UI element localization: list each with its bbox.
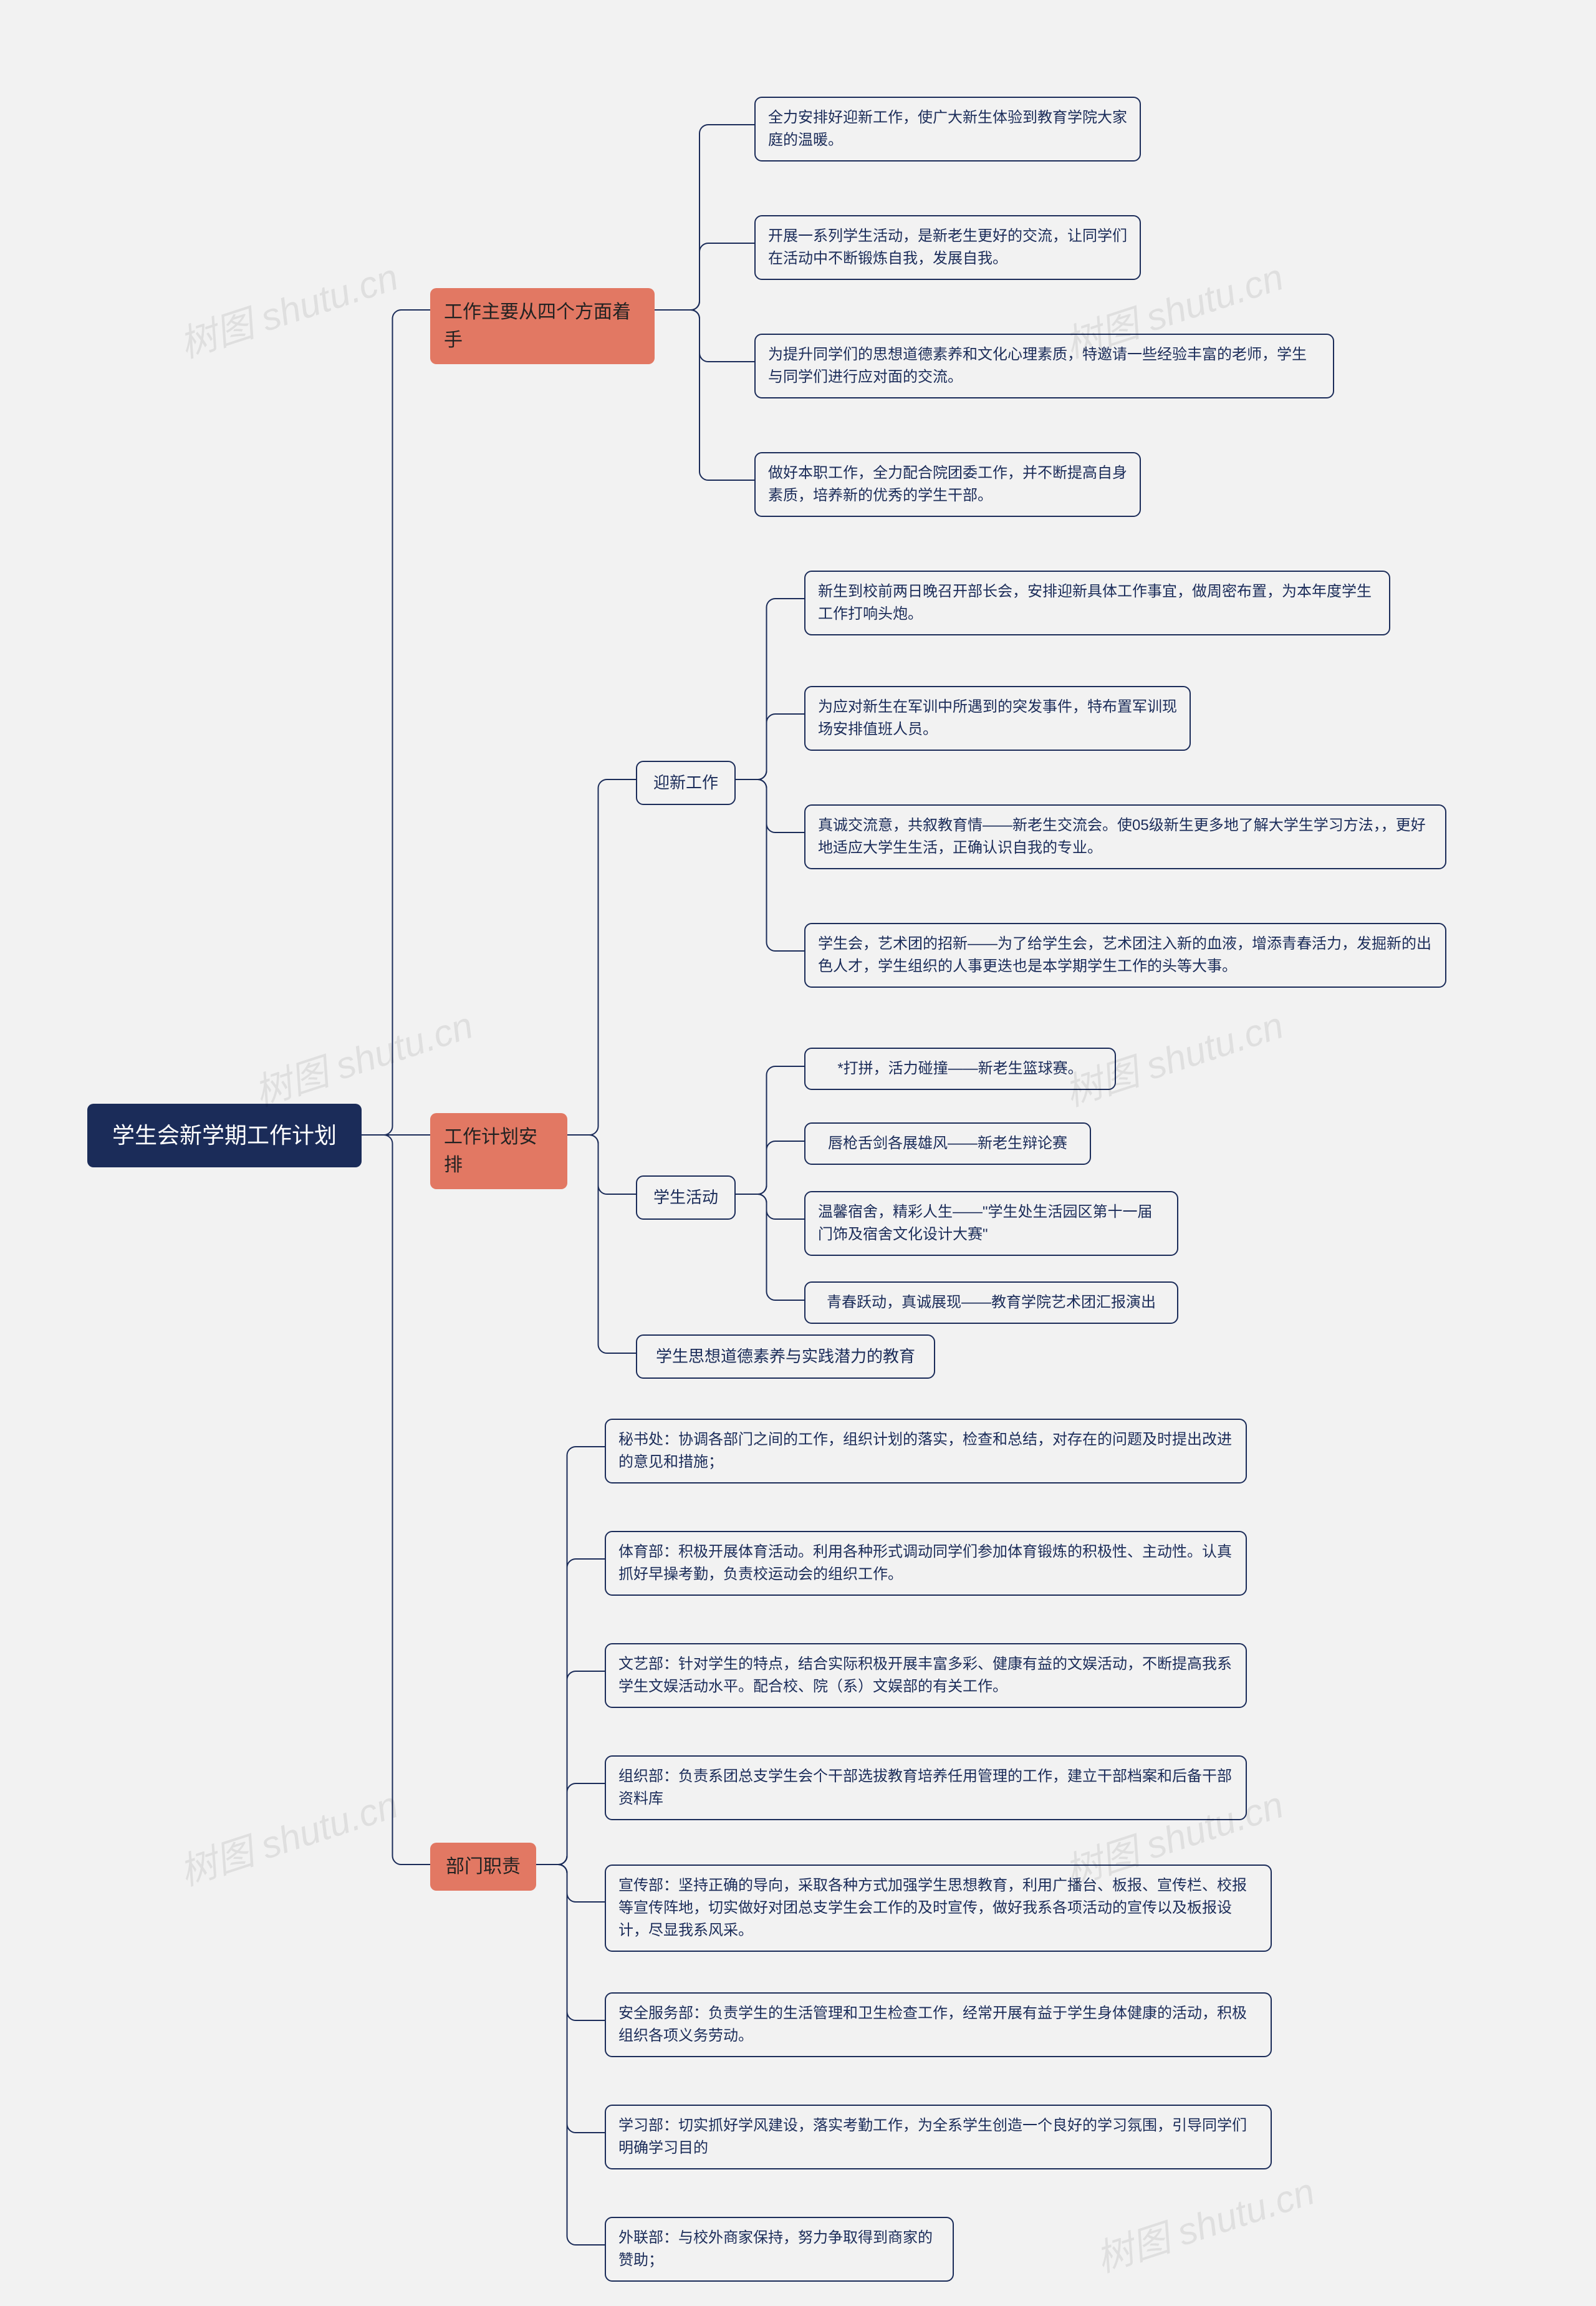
- node-label: 部门职责: [446, 1853, 521, 1881]
- node-b2s2l3: 温馨宿舍，精彩人生——"学生处生活园区第十一届门饰及宿舍文化设计大赛": [804, 1191, 1178, 1256]
- node-b3l4: 组织部：负责系团总支学生会个干部选拔教育培养任用管理的工作，建立干部档案和后备干…: [605, 1755, 1247, 1820]
- connector: [655, 125, 754, 310]
- connector: [736, 714, 804, 779]
- node-label: 工作主要从四个方面着手: [444, 298, 641, 354]
- node-b3l2: 体育部：积极开展体育活动。利用各种形式调动同学们参加体育锻炼的积极性、主动性。认…: [605, 1531, 1247, 1596]
- connector: [567, 1135, 636, 1194]
- node-b3: 部门职责: [430, 1843, 536, 1891]
- node-label: 秘书处：协调各部门之间的工作，组织计划的落实，检查和总结，对存在的问题及时提出改…: [618, 1429, 1233, 1474]
- node-label: 全力安排好迎新工作，使广大新生体验到教育学院大家庭的温暖。: [768, 107, 1127, 152]
- node-label: 青春跃动，真诚展现——教育学院艺术团汇报演出: [827, 1291, 1156, 1314]
- node-label: 学生会，艺术团的招新——为了给学生会，艺术团注入新的血液，增添青春活力，发掘新的…: [818, 933, 1433, 978]
- connector: [736, 779, 804, 832]
- node-label: 为提升同学们的思想道德素养和文化心理素质，特邀请一些经验丰富的老师，学生与同学们…: [768, 344, 1320, 388]
- connector: [736, 779, 804, 951]
- node-b1l4: 做好本职工作，全力配合院团委工作，并不断提高自身素质，培养新的优秀的学生干部。: [754, 452, 1141, 517]
- node-label: 开展一系列学生活动，是新老生更好的交流，让同学们在活动中不断锻炼自我，发展自我。: [768, 225, 1127, 270]
- node-label: 体育部：积极开展体育活动。利用各种形式调动同学们参加体育锻炼的积极性、主动性。认…: [618, 1541, 1233, 1586]
- node-label: 唇枪舌剑各展雄风——新老生辩论赛: [828, 1132, 1067, 1155]
- node-label: 迎新工作: [653, 771, 718, 795]
- node-b3l1: 秘书处：协调各部门之间的工作，组织计划的落实，检查和总结，对存在的问题及时提出改…: [605, 1419, 1247, 1483]
- node-b2s2: 学生活动: [636, 1175, 736, 1220]
- connector: [362, 310, 430, 1135]
- connector: [567, 779, 636, 1135]
- node-root: 学生会新学期工作计划: [87, 1104, 362, 1167]
- node-label: 安全服务部：负责学生的生活管理和卫生检查工作，经常开展有益于学生身体健康的活动，…: [618, 2002, 1258, 2047]
- node-b2s2l4: 青春跃动，真诚展现——教育学院艺术团汇报演出: [804, 1281, 1178, 1324]
- node-b1l2: 开展一系列学生活动，是新老生更好的交流，让同学们在活动中不断锻炼自我，发展自我。: [754, 215, 1141, 280]
- node-label: 学生会新学期工作计划: [112, 1119, 337, 1152]
- node-b3l8: 外联部：与校外商家保持，努力争取得到商家的赞助；: [605, 2217, 954, 2282]
- node-b2s1l1: 新生到校前两日晚召开部长会，安排迎新具体工作事宜，做周密布置，为本年度学生工作打…: [804, 571, 1390, 635]
- connector: [736, 1141, 804, 1194]
- connector: [536, 1865, 605, 2020]
- node-label: 做好本职工作，全力配合院团委工作，并不断提高自身素质，培养新的优秀的学生干部。: [768, 462, 1127, 507]
- node-label: 外联部：与校外商家保持，努力争取得到商家的赞助；: [618, 2227, 940, 2272]
- connector: [736, 599, 804, 779]
- node-b2s1: 迎新工作: [636, 761, 736, 805]
- node-b3l7: 学习部：切实抓好学风建设，落实考勤工作，为全系学生创造一个良好的学习氛围，引导同…: [605, 2105, 1272, 2169]
- node-label: 工作计划安排: [444, 1123, 554, 1179]
- connector: [536, 1559, 605, 1865]
- node-label: 文艺部：针对学生的特点，结合实际积极开展丰富多彩、健康有益的文娱活动，不断提高我…: [618, 1653, 1233, 1698]
- connector: [655, 310, 754, 362]
- node-b2: 工作计划安排: [430, 1113, 567, 1189]
- watermark: 树图 shutu.cn: [246, 995, 479, 1117]
- node-label: *打拼，活力碰撞——新老生篮球赛。: [837, 1058, 1082, 1080]
- connector: [536, 1865, 605, 2245]
- node-b1l1: 全力安排好迎新工作，使广大新生体验到教育学院大家庭的温暖。: [754, 97, 1141, 162]
- node-label: 新生到校前两日晚召开部长会，安排迎新具体工作事宜，做周密布置，为本年度学生工作打…: [818, 581, 1377, 625]
- watermark: 树图 shutu.cn: [171, 1775, 404, 1896]
- node-label: 组织部：负责系团总支学生会个干部选拔教育培养任用管理的工作，建立干部档案和后备干…: [618, 1765, 1233, 1810]
- node-label: 学习部：切实抓好学风建设，落实考勤工作，为全系学生创造一个良好的学习氛围，引导同…: [618, 2115, 1258, 2159]
- connector: [736, 1194, 804, 1219]
- connector: [536, 1865, 605, 1902]
- node-b1l3: 为提升同学们的思想道德素养和文化心理素质，特邀请一些经验丰富的老师，学生与同学们…: [754, 334, 1334, 398]
- connector: [567, 1135, 636, 1353]
- node-b2s2l2: 唇枪舌剑各展雄风——新老生辩论赛: [804, 1122, 1091, 1165]
- node-b2s1l3: 真诚交流意，共叙教育情——新老生交流会。使05级新生更多地了解大学生学习方法，，…: [804, 804, 1446, 869]
- connector: [536, 1447, 605, 1865]
- node-label: 学生活动: [653, 1185, 718, 1210]
- connector: [362, 1135, 430, 1865]
- connector: [655, 310, 754, 480]
- watermark: 树图 shutu.cn: [171, 247, 404, 369]
- node-label: 为应对新生在军训中所遇到的突发事件，特布置军训现场安排值班人员。: [818, 696, 1177, 741]
- node-b2s2l1: *打拼，活力碰撞——新老生篮球赛。: [804, 1048, 1116, 1090]
- node-label: 宣传部：坚持正确的导向，采取各种方式加强学生思想教育，利用广播台、板报、宣传栏、…: [618, 1874, 1258, 1942]
- connector: [736, 1194, 804, 1300]
- connector: [536, 1671, 605, 1865]
- node-b2s1l2: 为应对新生在军训中所遇到的突发事件，特布置军训现场安排值班人员。: [804, 686, 1191, 751]
- connector: [655, 243, 754, 310]
- connector: [736, 1066, 804, 1194]
- node-label: 学生思想道德素养与实践潜力的教育: [656, 1344, 915, 1369]
- node-b3l6: 安全服务部：负责学生的生活管理和卫生检查工作，经常开展有益于学生身体健康的活动，…: [605, 1992, 1272, 2057]
- node-b2s1l4: 学生会，艺术团的招新——为了给学生会，艺术团注入新的血液，增添青春活力，发掘新的…: [804, 923, 1446, 988]
- node-b3l3: 文艺部：针对学生的特点，结合实际积极开展丰富多彩、健康有益的文娱活动，不断提高我…: [605, 1643, 1247, 1708]
- node-b2s3: 学生思想道德素养与实践潜力的教育: [636, 1334, 935, 1379]
- watermark: 树图 shutu.cn: [1088, 2161, 1320, 2283]
- connector: [536, 1783, 605, 1865]
- node-b1: 工作主要从四个方面着手: [430, 288, 655, 364]
- node-label: 温馨宿舍，精彩人生——"学生处生活园区第十一届门饰及宿舍文化设计大赛": [818, 1201, 1165, 1246]
- node-label: 真诚交流意，共叙教育情——新老生交流会。使05级新生更多地了解大学生学习方法，，…: [818, 814, 1433, 859]
- node-b3l5: 宣传部：坚持正确的导向，采取各种方式加强学生思想教育，利用广播台、板报、宣传栏、…: [605, 1865, 1272, 1952]
- connector: [536, 1865, 605, 2133]
